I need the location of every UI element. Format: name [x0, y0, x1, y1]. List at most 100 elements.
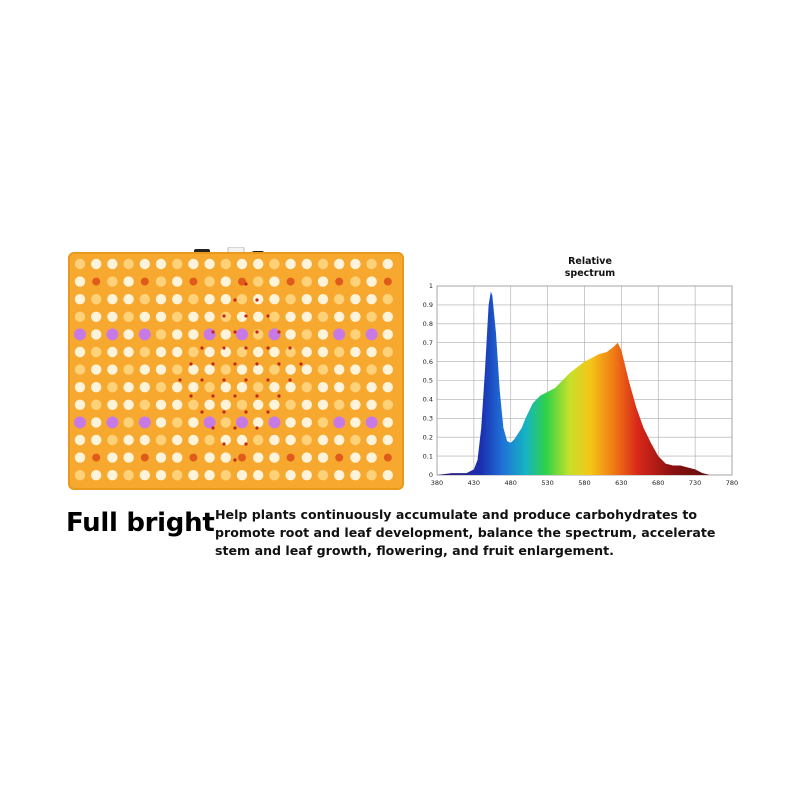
led-chip: [382, 329, 393, 340]
led-chip: [92, 277, 101, 286]
led-chip: [123, 399, 134, 410]
led-chip: [301, 364, 312, 375]
led-chip: [301, 294, 312, 305]
led-chip: [285, 311, 296, 322]
led-chip: [107, 258, 118, 270]
red-led-dot: [288, 378, 292, 382]
led-chip: [334, 470, 345, 481]
led-chip: [123, 382, 134, 393]
led-chip: [139, 258, 150, 270]
led-chip: [91, 364, 102, 375]
red-led-dot: [200, 346, 204, 350]
led-chip: [107, 311, 118, 322]
led-chip: [253, 470, 264, 481]
led-chip: [301, 329, 312, 340]
headline: Full bright: [66, 508, 215, 538]
led-chip: [236, 311, 248, 322]
led-chip: [172, 452, 183, 463]
spectrum-chart: 380 430 480 530 580 630 680 730 780 0 0.1 0.2 0.3 0.4…: [423, 282, 739, 487]
led-chip: [172, 399, 183, 410]
led-chip: [366, 382, 377, 393]
red-led-dot: [222, 378, 226, 382]
led-chip: [366, 364, 377, 375]
led-chip: [236, 399, 248, 410]
led-chip: [155, 382, 167, 393]
led-chip: [253, 311, 264, 322]
led-chip: [334, 346, 345, 358]
led-chip: [140, 277, 149, 286]
led-chip: [253, 329, 264, 340]
x-tick-label: 680: [652, 479, 664, 487]
led-chip: [220, 417, 231, 428]
led-chip: [220, 311, 231, 322]
x-tick-label: 630: [615, 479, 627, 487]
led-chip: [172, 382, 183, 393]
led-chip: [269, 276, 280, 287]
y-tick-label: 0.1: [423, 452, 433, 460]
led-chip: [74, 311, 86, 322]
led-chip: [253, 364, 264, 375]
led-chip: [139, 294, 150, 305]
led-chip: [286, 453, 295, 462]
led-chip: [382, 346, 393, 358]
led-chip: [106, 328, 119, 341]
led-chip: [155, 346, 167, 358]
red-led-dot: [255, 330, 259, 334]
led-chip: [350, 311, 361, 322]
led-chip: [317, 470, 329, 481]
led-chip: [350, 470, 361, 481]
led-chip: [366, 311, 377, 322]
led-chip: [172, 294, 183, 305]
led-chip: [335, 277, 344, 286]
led-chip: [269, 434, 280, 446]
led-chip: [204, 276, 215, 287]
led-chip: [172, 258, 183, 270]
red-led-dot: [277, 394, 281, 398]
led-chip: [204, 346, 215, 358]
led-chip: [188, 470, 199, 481]
led-chip: [335, 453, 344, 462]
led-chip: [285, 364, 296, 375]
led-chip: [155, 399, 167, 410]
spectrum-area-series: [437, 291, 732, 475]
led-chip: [366, 399, 377, 410]
led-chip: [74, 346, 86, 358]
led-chip: [382, 311, 393, 322]
red-led-dot: [189, 362, 193, 366]
led-chip: [91, 258, 102, 270]
red-led-dot: [178, 378, 182, 382]
led-chip: [220, 470, 231, 481]
led-chip: [203, 328, 216, 341]
led-chip: [253, 434, 264, 446]
led-chip: [285, 258, 296, 270]
red-led-dot: [244, 442, 248, 446]
led-chip: [236, 346, 248, 358]
led-chip: [139, 364, 150, 375]
led-chip: [350, 276, 361, 287]
led-chip: [172, 329, 183, 340]
y-tick-label: 0.8: [423, 320, 433, 328]
led-chip: [74, 399, 86, 410]
led-chip: [155, 452, 167, 463]
led-chip: [91, 346, 102, 358]
led-chip: [301, 434, 312, 446]
led-chip: [334, 258, 345, 270]
red-led-dot: [200, 410, 204, 414]
led-chip: [155, 470, 167, 481]
led-chip: [92, 453, 101, 462]
red-led-dot: [189, 394, 193, 398]
led-chip: [204, 311, 215, 322]
led-chip: [155, 294, 167, 305]
led-chip: [382, 470, 393, 481]
led-chip: [366, 276, 377, 287]
red-led-dot: [299, 362, 303, 366]
led-chip: [91, 434, 102, 446]
led-chip: [238, 277, 246, 286]
x-tick-label: 780: [726, 479, 738, 487]
led-chip: [236, 434, 248, 446]
led-chip: [203, 416, 216, 429]
led-chip: [123, 346, 134, 358]
led-chip: [382, 434, 393, 446]
led-chip: [269, 294, 280, 305]
led-chip: [350, 382, 361, 393]
